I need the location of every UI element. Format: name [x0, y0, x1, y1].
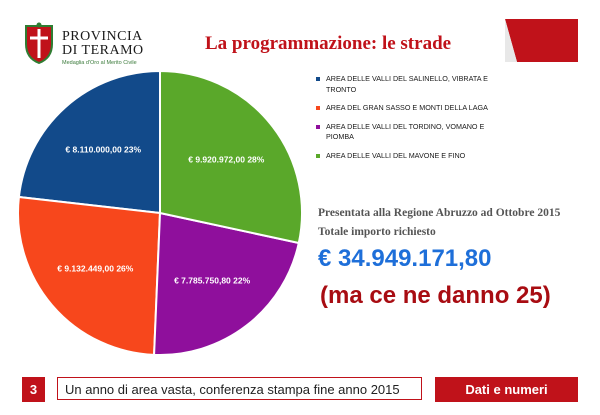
legend-label: AREA DELLE VALLI DEL MAVONE E FINO — [326, 150, 466, 160]
legend-swatch-icon — [316, 124, 320, 129]
legend-swatch-icon — [316, 106, 320, 110]
pie-data-label-2: € 9.132.449,00 26% — [57, 263, 134, 273]
province-logo: PROVINCIA DI TERAMO Medaglia d'Oro al Me… — [22, 22, 162, 70]
legend-swatch-icon — [316, 153, 320, 158]
logo-text-line2: DI TERAMO — [62, 43, 144, 58]
legend-item-3: AREA DELLE VALLI DEL TORDINO, VOMANO E P… — [310, 122, 510, 143]
pie-data-label-1: € 8.110.000,00 23% — [65, 144, 141, 154]
legend-label: AREA DEL GRAN SASSO E MONTI DELLA LAGA — [326, 103, 488, 112]
legend-item-4: AREA DELLE VALLI DEL MAVONE E FINO — [310, 151, 510, 162]
pie-slice-2 — [17, 195, 162, 356]
corner-decoration-icon — [505, 19, 578, 62]
pie-slice-3 — [153, 211, 300, 356]
page-title: La programmazione: le strade — [205, 33, 452, 54]
pie-slice-4 — [159, 69, 303, 245]
data-tab-button[interactable]: Dati e numeri — [435, 377, 578, 402]
pie-data-label-4: € 9.920.972,00 28% — [188, 154, 265, 164]
chart-legend: AREA DELLE VALLI DEL SALINELLO, VIBRATA … — [310, 74, 510, 169]
total-note: (ma ce ne danno 25) — [320, 282, 551, 309]
slide-number: 3 — [22, 377, 45, 402]
legend-label: AREA DELLE VALLI DEL TORDINO, VOMANO E P… — [326, 121, 485, 142]
legend-label: AREA DELLE VALLI DEL SALINELLO, VIBRATA … — [326, 74, 488, 94]
total-value: € 34.949.171,80 — [318, 245, 492, 272]
legend-swatch-icon — [316, 77, 320, 81]
presentation-note: Presentata alla Regione Abruzzo ad Ottob… — [318, 207, 561, 219]
legend-item-1: AREA DELLE VALLI DEL SALINELLO, VIBRATA … — [310, 74, 510, 95]
pie-slice-1 — [17, 69, 161, 215]
total-label: Totale importo richiesto — [318, 226, 436, 238]
crest-icon — [25, 22, 53, 64]
logo-text-line1: PROVINCIA — [62, 29, 143, 44]
pie-data-label-3: € 7.785.750,80 22% — [174, 275, 251, 285]
logo-motto: Medaglia d'Oro al Merito Civile — [62, 60, 137, 66]
footer-caption: Un anno di area vasta, conferenza stampa… — [57, 377, 422, 400]
legend-item-2: AREA DEL GRAN SASSO E MONTI DELLA LAGA — [310, 103, 510, 114]
